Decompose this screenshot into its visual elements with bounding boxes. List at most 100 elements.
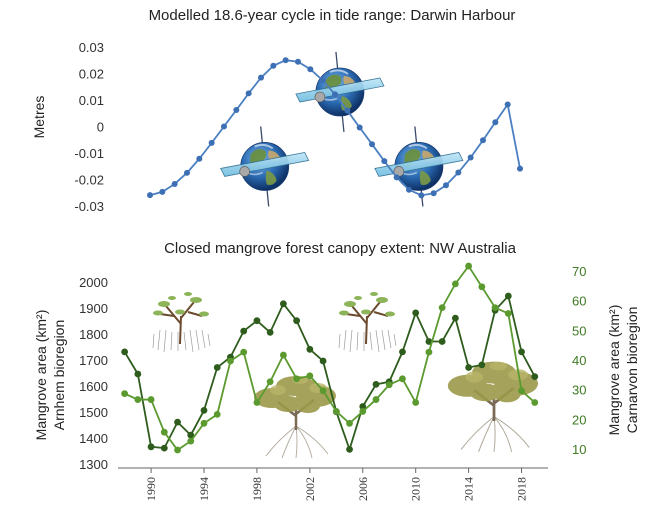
chart-2-series-2-point — [134, 396, 142, 403]
chart-2-series-1-point — [121, 348, 129, 356]
chart-2-series-1-point — [253, 317, 261, 325]
chart-2-x-tick-label: 1994 — [197, 477, 211, 501]
chart-2-x-tick-label: 2006 — [356, 477, 370, 501]
chart-2-y-tick-label: 1300 — [79, 457, 108, 472]
chart-1-point — [171, 180, 178, 187]
chart-2-series-2-point — [227, 357, 234, 365]
chart-2-y-tick-label: 1700 — [79, 353, 108, 368]
chart-2-y2-tick-label: 30 — [572, 383, 586, 398]
chart-2-x-tick-label: 1998 — [250, 477, 264, 501]
chart-1-point — [517, 165, 523, 172]
chart-2-series-2-point — [465, 262, 473, 270]
chart-2-series-1-point — [399, 348, 406, 356]
chart-2-series-1-point — [174, 418, 181, 426]
chart-2-title: Closed mangrove forest canopy extent: NW… — [164, 240, 516, 257]
chart-1-point — [443, 182, 449, 189]
chart-2-x-ticks: 1990 1994 1998 2002 2006 2010 2014 2018 — [144, 468, 529, 501]
mangrove-sapling-icon — [152, 291, 211, 353]
chart-1-y-tick-label: 0.02 — [79, 67, 104, 82]
chart-2-series-2-point — [240, 348, 248, 356]
chart-2-ylabel-sub: Arnhem bioregion — [51, 320, 67, 431]
chart-1-y-tick-label: -0.01 — [74, 146, 104, 161]
chart-2-icons — [152, 291, 540, 460]
chart-1-point — [196, 155, 203, 162]
chart-2-series-2-point — [293, 375, 301, 383]
chart-1-point — [295, 58, 301, 65]
chart-1-point — [455, 169, 462, 176]
chart-1-point — [430, 190, 437, 197]
chart-2-y-tick-label: 1400 — [79, 431, 108, 446]
chart-1-point — [184, 169, 190, 176]
chart-2-series-2-point — [213, 411, 221, 418]
chart-2-series-2-point — [187, 437, 195, 445]
chart-2-series-2-point — [385, 381, 393, 389]
chart-1-point — [233, 107, 240, 114]
chart-2-y2label-sub: Carnarvon bioregion — [624, 307, 640, 434]
chart-1-y-tick-label: 0.03 — [79, 40, 104, 55]
chart-2-x-tick-label: 2010 — [409, 477, 423, 501]
chart-1-y-tick-label: 0.01 — [79, 93, 104, 108]
chart-1-point — [319, 77, 326, 84]
chart-1-point — [381, 158, 388, 165]
chart-2-series-2-point — [319, 387, 327, 395]
chart-2-series-1-point — [346, 446, 353, 453]
mangrove-tree-icon — [446, 360, 540, 454]
chart-1-point — [159, 188, 166, 195]
chart-2-series-2-point — [504, 310, 512, 317]
earth-orbit-icon — [294, 50, 385, 133]
chart-2-series-1-point — [504, 292, 512, 300]
chart-2-series-2-point — [200, 419, 208, 427]
chart-2-y-tick-label: 2000 — [79, 275, 108, 290]
chart-1-point — [270, 62, 277, 69]
chart-1-point — [208, 139, 215, 146]
chart-2-y2-ticks: 70 60 50 40 30 20 10 — [572, 264, 586, 457]
chart-2-y2-tick-label: 10 — [572, 442, 586, 457]
chart-2-series-1-point — [438, 338, 446, 345]
chart-1-point — [480, 137, 486, 144]
chart-2-series-2-point — [160, 428, 168, 436]
chart-1-point — [467, 154, 474, 161]
chart-2-series-2-point — [266, 378, 274, 386]
chart-2-series-2-point — [531, 399, 539, 406]
chart-1-y-tick-label: -0.02 — [74, 173, 104, 188]
mangrove-sapling-icon — [338, 291, 397, 353]
chart-1-y-tick-label: 0 — [97, 120, 104, 135]
chart-1-point — [406, 186, 412, 193]
chart-2-series-2-point — [279, 351, 287, 359]
chart-2-y-ticks: 2000 1900 1800 1700 1600 1500 1400 1300 — [79, 275, 108, 472]
chart-1-icons — [219, 50, 464, 208]
chart-2-series-1-point — [465, 364, 473, 371]
chart-2-y-tick-label: 1600 — [79, 379, 108, 394]
chart-2-plot — [121, 262, 539, 454]
chart-2-series-2-point — [478, 283, 486, 291]
chart-2-series-1-point — [425, 338, 433, 345]
chart-2-series-1-point — [518, 348, 525, 356]
chart-2-series-1-point — [293, 317, 301, 325]
chart-2-y-tick-label: 1800 — [79, 327, 108, 342]
chart-2-y2-tick-label: 40 — [572, 353, 586, 368]
chart-1-point — [147, 192, 153, 199]
chart-1-y-ticks: 0.03 0.02 0.01 0 -0.01 -0.02 -0.03 — [74, 40, 104, 214]
chart-1-point — [332, 91, 338, 98]
chart-2-series-2-point — [412, 399, 420, 406]
chart-2-y2-tick-label: 20 — [572, 412, 586, 427]
chart-2-y-tick-label: 1500 — [79, 405, 108, 420]
chart-2-series-1-point — [531, 373, 539, 380]
chart-2-y-tick-label: 1900 — [79, 301, 108, 316]
chart-2-y2-tick-label: 50 — [572, 323, 586, 338]
chart-2-series-1-point — [240, 327, 248, 335]
chart-1-point — [245, 90, 252, 97]
chart-2-x-tick-label: 2014 — [462, 477, 476, 501]
chart-2-series-1-point — [451, 314, 459, 322]
chart-2-series-2-point — [174, 446, 181, 454]
chart-2-series-2-point — [491, 304, 499, 311]
chart-2-series-2-point — [399, 375, 406, 383]
chart-1-title: Modelled 18.6-year cycle in tide range: … — [149, 7, 516, 24]
chart-2-series-2-point — [346, 419, 353, 427]
chart-1-point — [492, 119, 499, 126]
chart-2-series-1-point — [200, 407, 208, 414]
chart-2-series-1-point — [160, 444, 168, 452]
chart-2-series-1-point — [478, 361, 486, 369]
chart-2-series-2-point — [451, 280, 459, 288]
chart-1-point — [258, 74, 264, 81]
